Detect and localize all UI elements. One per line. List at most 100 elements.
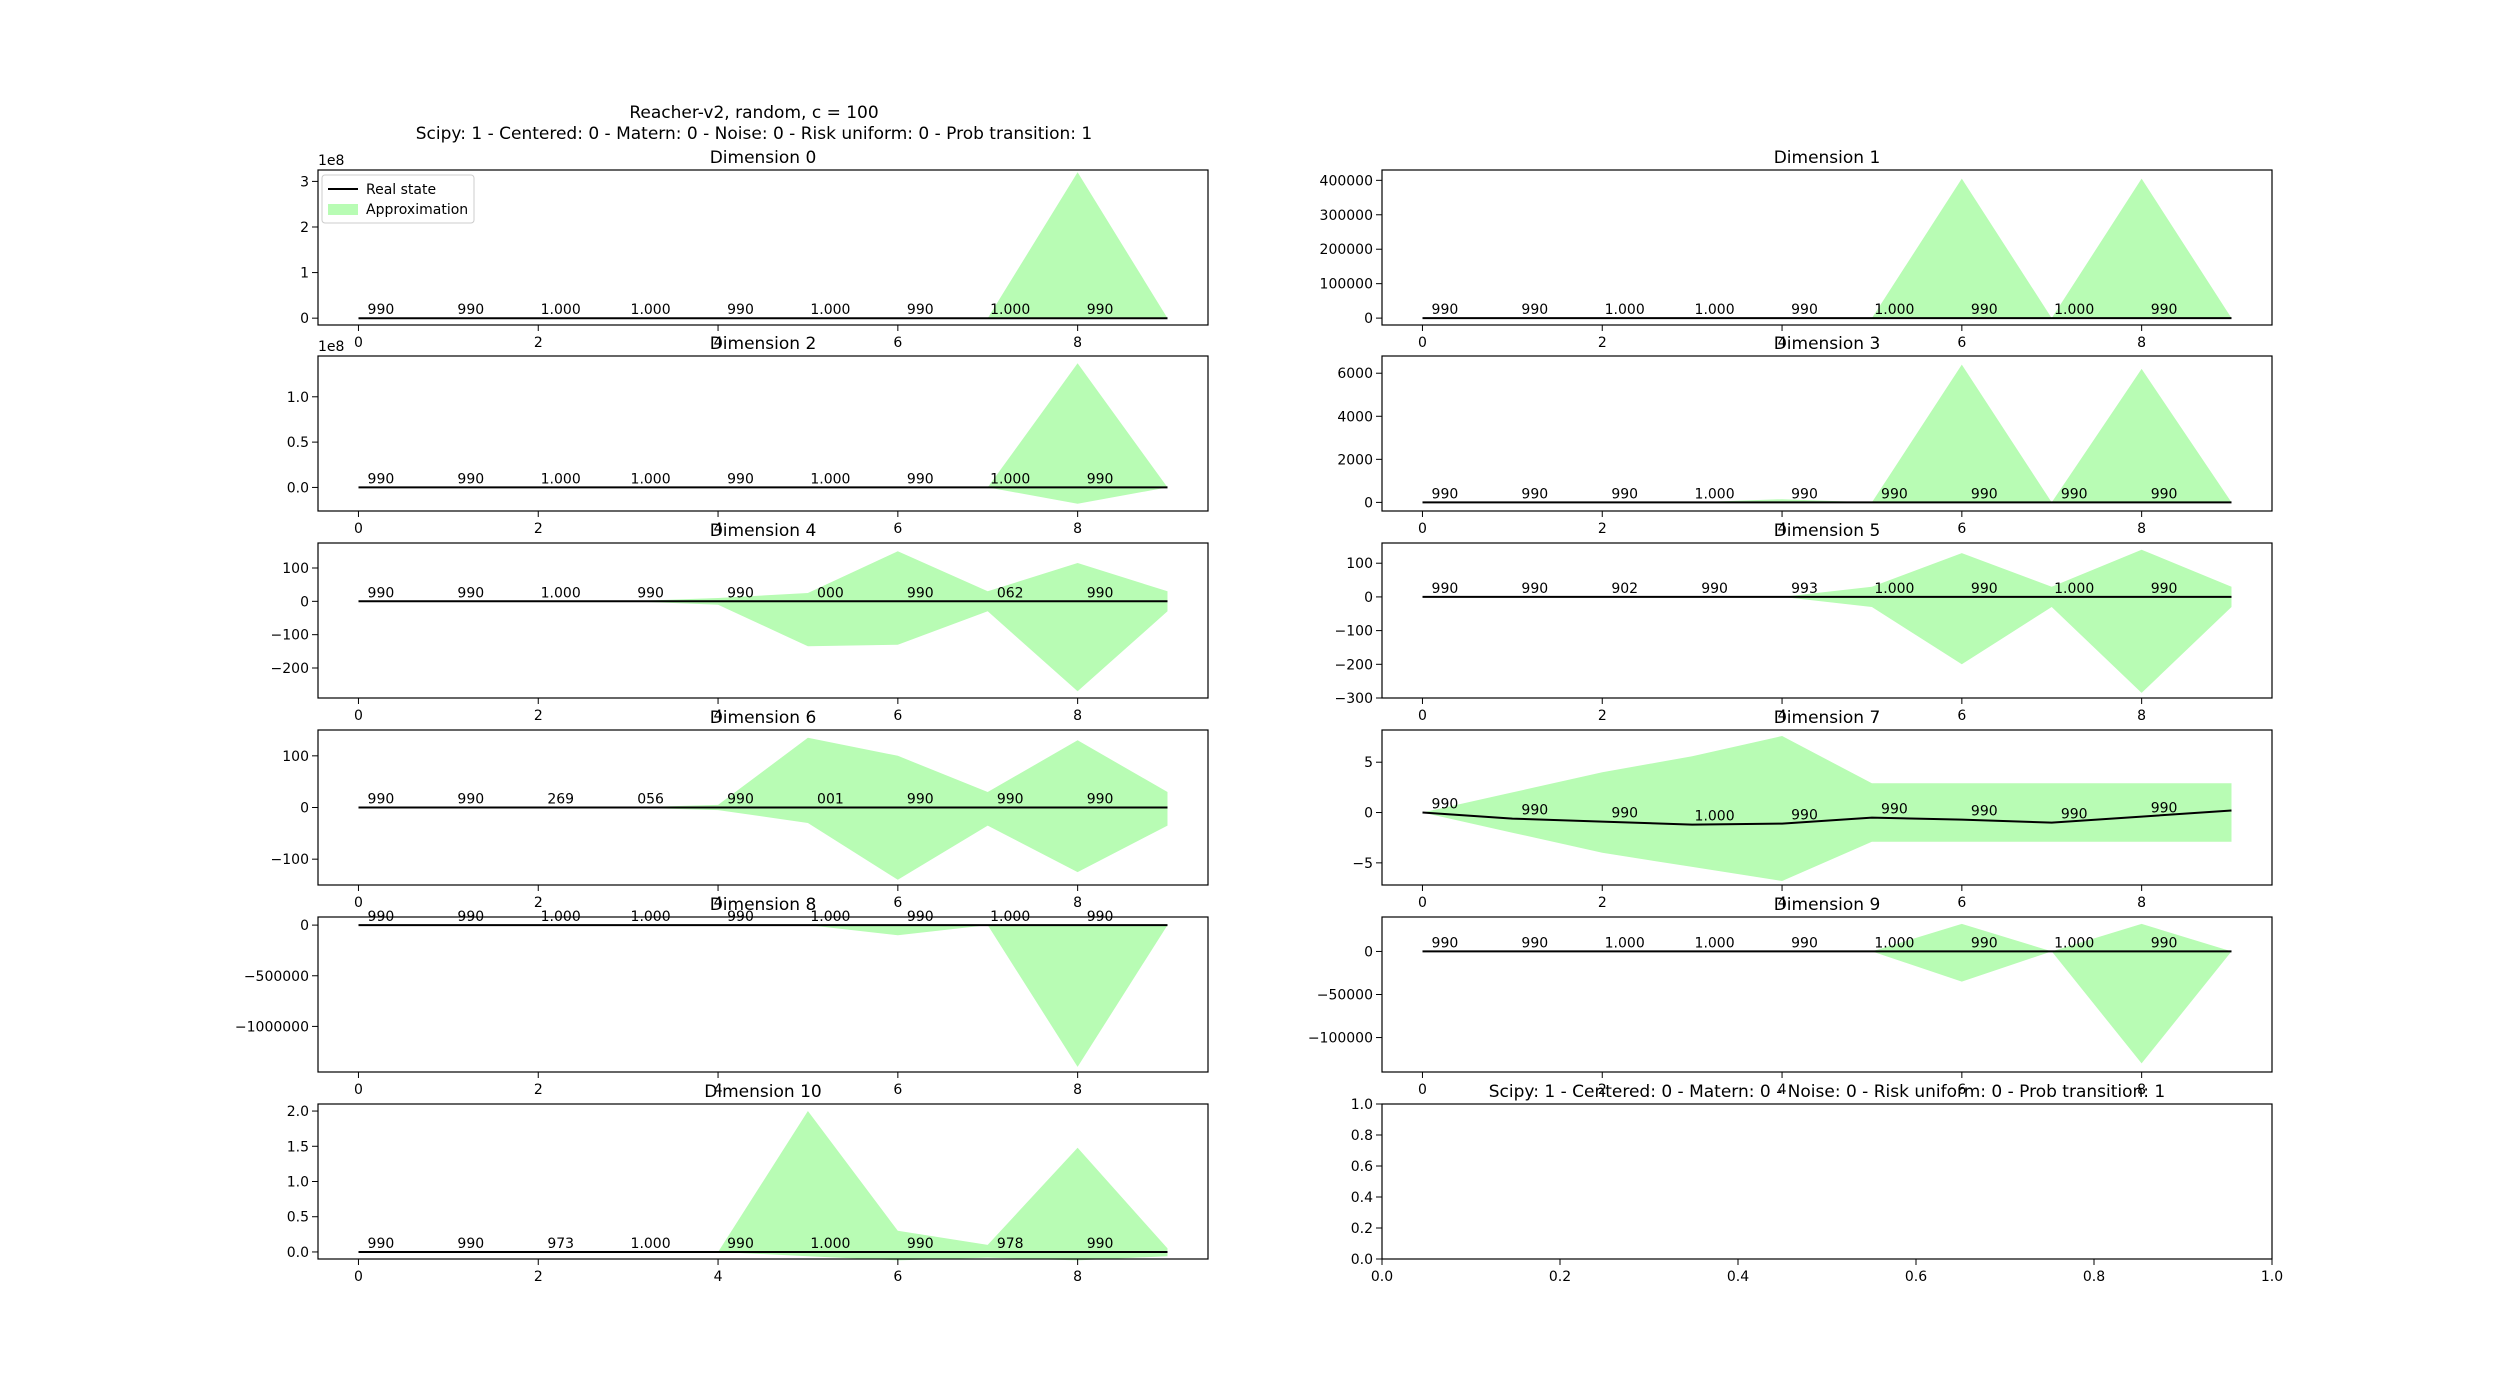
- y-tick-label: −100000: [1308, 1031, 1373, 1047]
- chart-panel-5: 990 990 902 990 993 1.000 990 1.000 990 0 2 4 6 8 −300…: [1335, 521, 2273, 724]
- x-tick-label: 4: [714, 335, 723, 351]
- x-tick-label: 4: [1778, 1082, 1787, 1098]
- panel-title: Dimension 8: [710, 895, 817, 915]
- approximation-band: [1422, 364, 2232, 503]
- approximation-band: [358, 1111, 1168, 1261]
- point-annotation: 990: [727, 585, 754, 601]
- x-tick-label: 6: [1957, 1082, 1966, 1098]
- point-annotation: 990: [2151, 486, 2178, 502]
- panel-title: Dimension 0: [710, 148, 817, 168]
- y-tick-label: 0: [1364, 806, 1373, 822]
- x-tick-label: 2: [1598, 521, 1607, 537]
- y-tick-label: −1000000: [235, 1019, 309, 1035]
- point-annotation: 056: [637, 792, 664, 808]
- point-annotation: 990: [637, 585, 664, 601]
- point-annotation: 990: [1791, 935, 1818, 951]
- x-tick-label: 0.0: [1371, 1269, 1393, 1285]
- real-state-line: [1422, 809, 2232, 826]
- x-tick-label: 0: [1418, 1082, 1427, 1098]
- panel-title: Dimension 3: [1774, 334, 1881, 354]
- x-tick-label: 6: [1957, 708, 1966, 724]
- point-annotation: 1.000: [2054, 581, 2094, 597]
- point-annotation: 990: [907, 471, 934, 487]
- point-annotation: 990: [727, 471, 754, 487]
- approximation-band: [1422, 923, 2232, 1064]
- x-tick-label: 6: [893, 1082, 902, 1098]
- x-tick-label: 0: [1418, 521, 1427, 537]
- x-tick-label: 0.6: [1905, 1269, 1927, 1285]
- point-annotation: 990: [457, 792, 484, 808]
- point-annotation: 990: [727, 302, 754, 318]
- point-annotation: 1.000: [631, 302, 671, 318]
- point-annotation: 990: [1521, 935, 1548, 951]
- y-tick-label: 0: [1364, 495, 1373, 511]
- point-annotation: 990: [1521, 486, 1548, 502]
- point-annotation: 990: [1521, 803, 1548, 819]
- y-tick-label: 0: [300, 311, 309, 327]
- point-annotation: 1.000: [1874, 302, 1914, 318]
- point-annotation: 1.000: [810, 1236, 850, 1252]
- chart-panel-3: 990 990 990 1.000 990 990 990 990 990 0 2 4 6 8 0 2000 4…: [1337, 334, 2273, 537]
- point-annotation: 990: [1611, 806, 1638, 822]
- point-annotation: 1.000: [810, 471, 850, 487]
- y-tick-label: 100: [282, 561, 309, 577]
- axes-frame: [1381, 1103, 2273, 1260]
- point-annotation: 990: [1881, 802, 1908, 818]
- y-tick-label: 0: [300, 594, 309, 610]
- x-tick-label: 0: [354, 521, 363, 537]
- point-annotation: 902: [1611, 581, 1638, 597]
- x-tick-label: 6: [1957, 521, 1966, 537]
- panel-title: Dimension 2: [710, 334, 817, 354]
- point-annotation: 1.000: [2054, 935, 2094, 951]
- y-tick-label: −500000: [244, 969, 309, 985]
- y-tick-label: 400000: [1320, 173, 1373, 189]
- legend-approximation-label: Approximation: [366, 202, 468, 218]
- point-annotation: 993: [1791, 581, 1818, 597]
- x-tick-label: 8: [2137, 1082, 2146, 1098]
- x-tick-label: 2: [534, 521, 543, 537]
- axes-frame: [317, 916, 1209, 1073]
- y-tick-label: 0.8: [1351, 1128, 1373, 1144]
- x-tick-label: 0.8: [2083, 1269, 2105, 1285]
- approximation-band: [358, 363, 1168, 504]
- x-tick-label: 8: [1073, 895, 1082, 911]
- point-annotation: 990: [1971, 804, 1998, 820]
- point-annotation: 990: [1087, 471, 1114, 487]
- legend-approximation-swatch: [328, 204, 358, 215]
- x-tick-label: 0: [354, 1269, 363, 1285]
- y-tick-label: 6000: [1337, 366, 1373, 382]
- empty-panel-title: Scipy: 1 - Centered: 0 - Matern: 0 - Noi…: [1489, 1082, 2166, 1102]
- x-tick-label: 0.4: [1727, 1269, 1749, 1285]
- x-tick-label: 8: [2137, 335, 2146, 351]
- y-tick-label: −300: [1335, 691, 1373, 707]
- x-tick-label: 2: [534, 335, 543, 351]
- chart-panel-2: 990 990 1.000 1.000 990 1.000 990 1.000 990 0 2 4 6 8…: [287, 334, 1209, 537]
- x-tick-label: 8: [1073, 708, 1082, 724]
- point-annotation: 001: [817, 792, 844, 808]
- approximation-band: [1422, 736, 2232, 881]
- x-tick-label: 2: [534, 1269, 543, 1285]
- approximation-band: [358, 551, 1168, 692]
- y-tick-label: 2: [300, 220, 309, 236]
- panel-title: Dimension 6: [710, 708, 817, 728]
- point-annotation: 990: [1087, 1236, 1114, 1252]
- point-annotation: 1.000: [810, 302, 850, 318]
- x-tick-label: 4: [714, 895, 723, 911]
- y-tick-label: 1.5: [287, 1139, 309, 1155]
- y-tick-label: −200: [271, 661, 309, 677]
- point-annotation: 990: [907, 792, 934, 808]
- y-tick-label: 0: [1364, 311, 1373, 327]
- point-annotation: 990: [1701, 581, 1728, 597]
- x-tick-label: 8: [1073, 1082, 1082, 1098]
- point-annotation: 1.000: [1695, 302, 1735, 318]
- point-annotation: 1.000: [541, 302, 581, 318]
- y-tick-label: −100: [271, 852, 309, 868]
- point-annotation: 062: [997, 585, 1024, 601]
- axes-frame: [317, 542, 1209, 699]
- x-tick-label: 2: [1598, 708, 1607, 724]
- y-tick-label: 0: [1364, 590, 1373, 606]
- approximation-band: [1422, 549, 2232, 693]
- x-tick-label: 2: [534, 895, 543, 911]
- y-tick-label: 1.0: [287, 1175, 309, 1191]
